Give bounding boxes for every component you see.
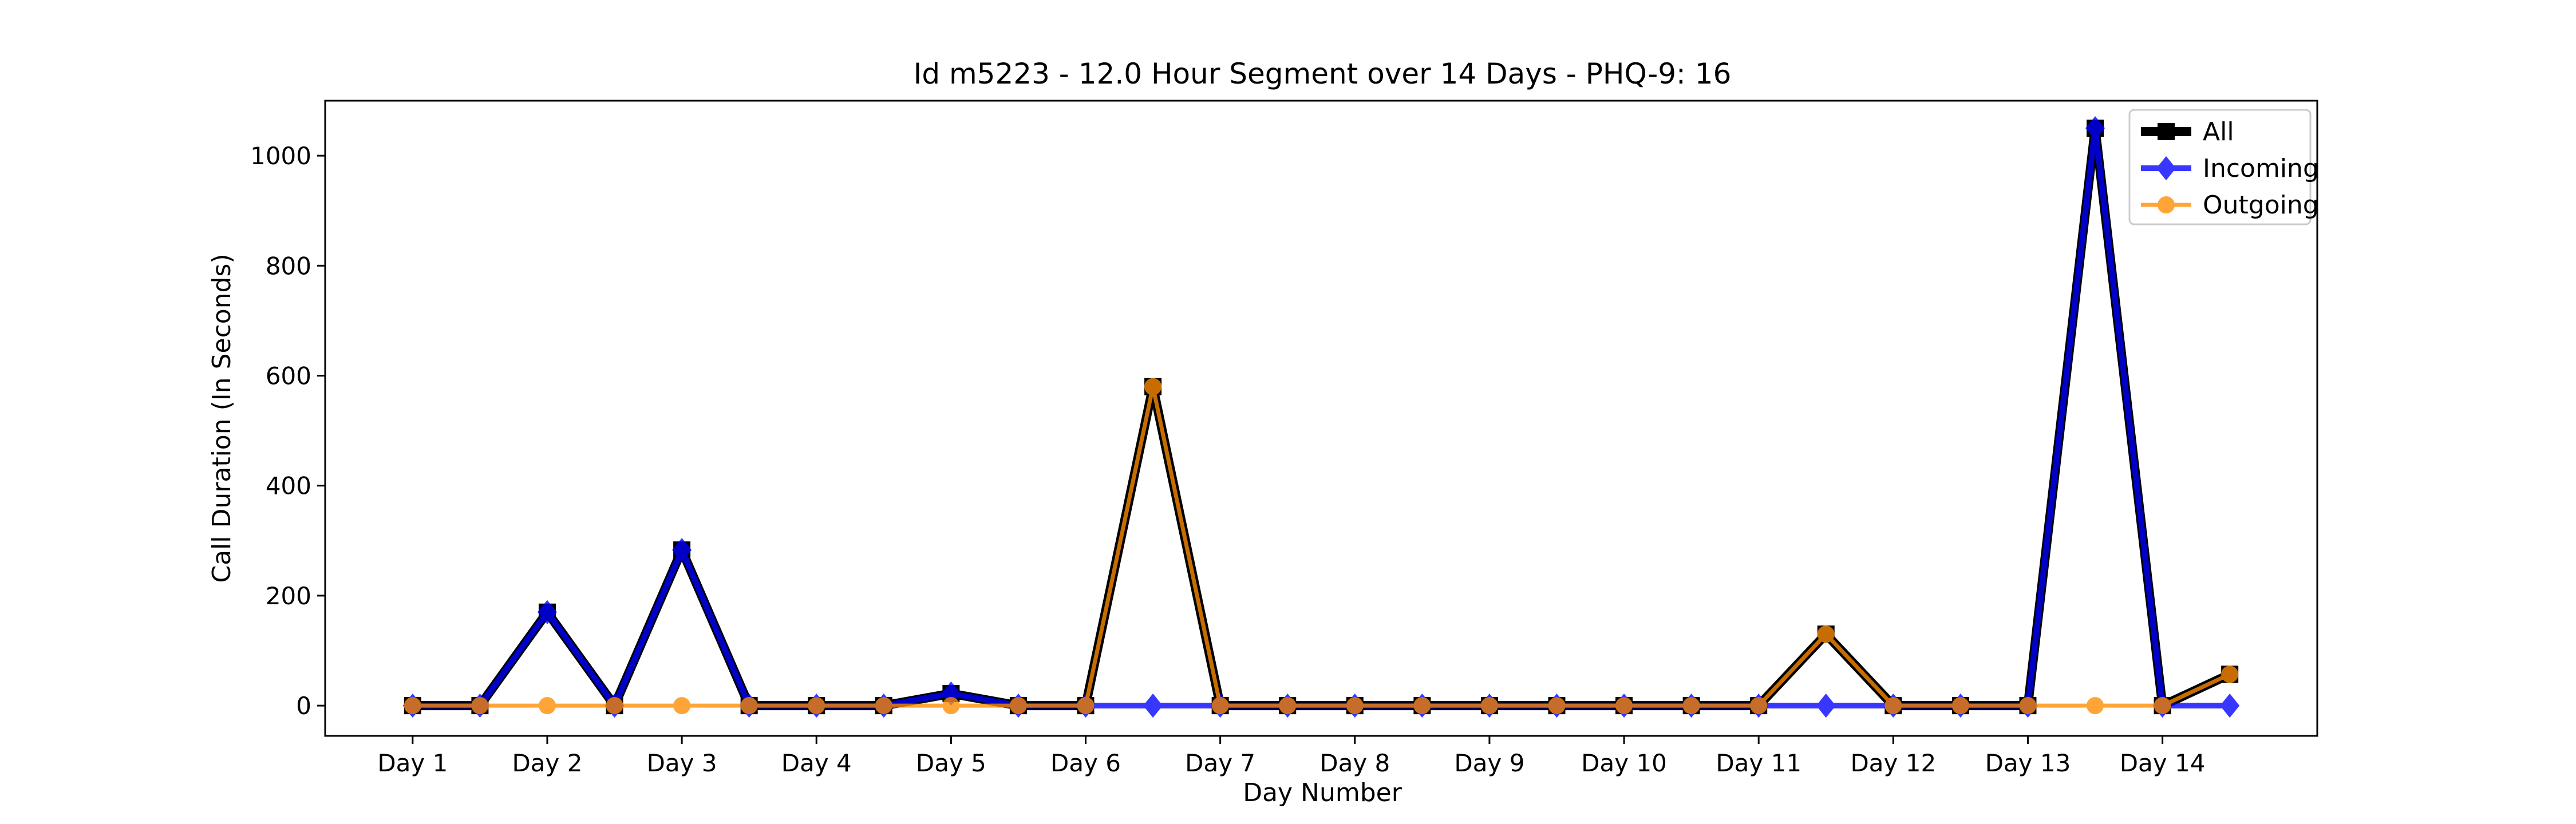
data-point-outgoing	[942, 697, 960, 715]
chart-title: Id m5223 - 12.0 Hour Segment over 14 Day…	[914, 57, 1732, 90]
legend-marker	[2158, 123, 2175, 140]
legend-entry	[2141, 196, 2191, 213]
data-point-outgoing	[606, 697, 623, 715]
data-point-outgoing	[1951, 697, 1969, 715]
data-point-outgoing	[1144, 378, 1162, 395]
data-point-incoming	[1143, 694, 1163, 718]
x-tick-label: Day 8	[1319, 749, 1390, 777]
data-point-outgoing	[2019, 697, 2037, 715]
data-point-incoming	[2220, 694, 2240, 718]
x-tick-label: Day 3	[647, 749, 717, 777]
data-point-outgoing	[673, 697, 691, 715]
y-tick-label: 600	[266, 362, 311, 390]
data-point-incoming	[537, 600, 558, 624]
data-point-outgoing	[1884, 697, 1902, 715]
legend-label: Incoming	[2203, 154, 2319, 183]
data-point-incoming	[2085, 116, 2105, 141]
data-point-outgoing	[875, 697, 892, 715]
legend: All Incoming Outgoing	[2128, 109, 2319, 225]
data-point-outgoing	[1615, 697, 1633, 715]
data-point-outgoing	[1077, 697, 1095, 715]
series-all	[404, 120, 2239, 715]
data-point-outgoing	[1817, 625, 1835, 643]
data-point-outgoing	[1548, 697, 1566, 715]
y-axis-label: Call Duration (In Seconds)	[207, 253, 236, 583]
x-tick-label: Day 13	[1985, 749, 2071, 777]
legend-label: All	[2203, 117, 2234, 146]
data-point-outgoing	[1009, 697, 1027, 715]
data-point-outgoing	[1346, 697, 1364, 715]
x-tick-label: Day 7	[1185, 749, 1255, 777]
y-tick-label: 200	[266, 582, 311, 610]
data-point-outgoing	[1211, 697, 1229, 715]
x-axis: Day 1 Day 2 Day 3 Day 4 Day 5 Day 6 Day 7 Day 8…	[377, 736, 2205, 777]
data-point-outgoing	[471, 697, 489, 715]
data-point-outgoing	[538, 697, 556, 715]
legend-marker	[2156, 156, 2176, 181]
data-point-outgoing	[2087, 697, 2104, 715]
series-line-all	[412, 124, 2232, 711]
x-tick-label: Day 11	[1716, 749, 1801, 777]
series-line-incoming	[412, 125, 2230, 709]
legend-entry	[2141, 156, 2191, 181]
x-tick-label: Day 12	[1850, 749, 1936, 777]
data-point-incoming	[672, 538, 692, 562]
data-point-incoming	[1816, 694, 1836, 718]
data-point-outgoing	[1413, 697, 1431, 715]
data-point-outgoing	[2221, 665, 2239, 683]
series-outgoing	[404, 378, 2239, 715]
x-axis-label: Day Number	[1243, 778, 1402, 807]
legend-marker	[2158, 196, 2175, 213]
y-tick-label: 800	[266, 252, 311, 280]
data-point-outgoing	[1480, 697, 1498, 715]
x-tick-label: Day 6	[1050, 749, 1121, 777]
series-line-outgoing	[412, 385, 2231, 708]
y-axis: 0 200 400 600 800 1000	[250, 142, 325, 720]
y-tick-label: 400	[266, 472, 311, 500]
y-tick-label: 1000	[250, 142, 311, 170]
y-tick-label: 0	[296, 692, 311, 720]
data-point-outgoing	[404, 697, 421, 715]
data-point-outgoing	[1682, 697, 1700, 715]
plot-series	[402, 116, 2240, 718]
x-tick-label: Day 2	[512, 749, 582, 777]
data-point-outgoing	[808, 697, 825, 715]
x-tick-label: Day 10	[1581, 749, 1667, 777]
series-incoming	[402, 116, 2240, 718]
data-point-outgoing	[2154, 697, 2171, 715]
data-point-outgoing	[1750, 697, 1768, 715]
legend-entry	[2141, 123, 2191, 140]
data-point-outgoing	[1279, 697, 1297, 715]
plot-frame	[324, 100, 2318, 737]
legend-label: Outgoing	[2203, 191, 2319, 220]
x-tick-label: Day 14	[2120, 749, 2206, 777]
x-tick-label: Day 4	[781, 749, 852, 777]
x-tick-label: Day 5	[916, 749, 986, 777]
x-tick-label: Day 1	[377, 749, 448, 777]
data-point-outgoing	[740, 697, 758, 715]
x-tick-label: Day 9	[1454, 749, 1524, 777]
